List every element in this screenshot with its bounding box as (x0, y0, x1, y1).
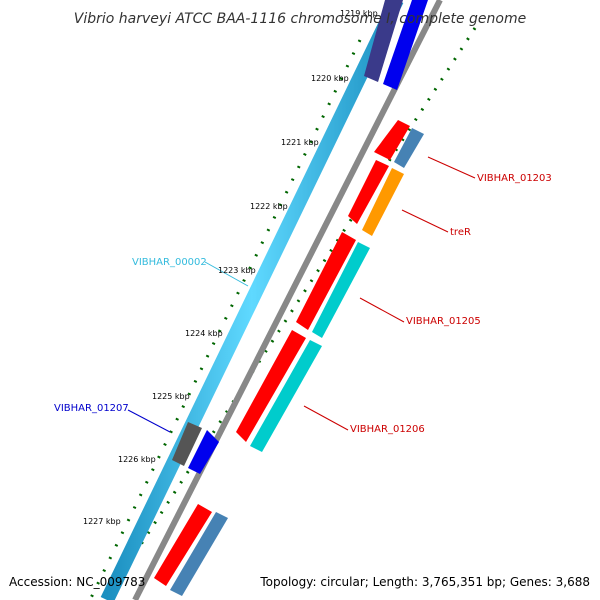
label-vibhar-01207: VIBHAR_01207 (54, 403, 129, 414)
gene-blue-top (383, 0, 428, 90)
gene-cyan-1205 (312, 242, 370, 338)
label-trer: treR (450, 227, 471, 238)
tick-label-1221: 1221 kbp (281, 138, 319, 147)
gene-red-1205 (296, 232, 356, 330)
label-vibhar-00002: VIBHAR_00002 (132, 257, 207, 268)
tick-label-1222: 1222 kbp (250, 202, 288, 211)
gene-cyan-1206 (250, 340, 322, 452)
gene-red-bottom (154, 504, 212, 586)
tick-label-1220: 1220 kbp (311, 74, 349, 83)
gene-gray-1207 (172, 422, 202, 466)
backbone-cyan (100, 0, 404, 600)
gene-steel-bottom (170, 512, 228, 596)
gene-red-trer (348, 160, 389, 224)
genome-summary-text: Topology: circular; Length: 3,765,351 bp… (259, 575, 590, 589)
label-vibhar-01203: VIBHAR_01203 (477, 173, 552, 184)
label-vibhar-01206: VIBHAR_01206 (350, 424, 425, 435)
inner-tick-ring (88, 39, 362, 600)
tick-label-1224: 1224 kbp (185, 329, 223, 338)
tick-label-1227: 1227 kbp (83, 517, 121, 526)
tick-label-1223: 1223 kbp (218, 266, 256, 275)
accession-text: Accession: NC_009783 (9, 575, 145, 589)
tick-label-1226: 1226 kbp (118, 455, 156, 464)
gene-blue-1207 (188, 430, 219, 474)
outer-tick-ring (103, 27, 477, 600)
gene-steel-1203 (394, 128, 424, 168)
label-connectors (127, 156, 476, 433)
gene-red-1206 (236, 330, 306, 442)
gene-orange-trer (362, 168, 404, 236)
backbone-gray (132, 0, 443, 600)
label-vibhar-01205: VIBHAR_01205 (406, 316, 481, 327)
tick-label-1225: 1225 kbp (152, 392, 190, 401)
gene-navy-top (364, 0, 403, 82)
map-title: Vibrio harveyi ATCC BAA-1116 chromosome … (74, 11, 526, 27)
gene-red-1203 (374, 120, 410, 160)
tick-label-top: 1219 kbp (340, 9, 378, 18)
